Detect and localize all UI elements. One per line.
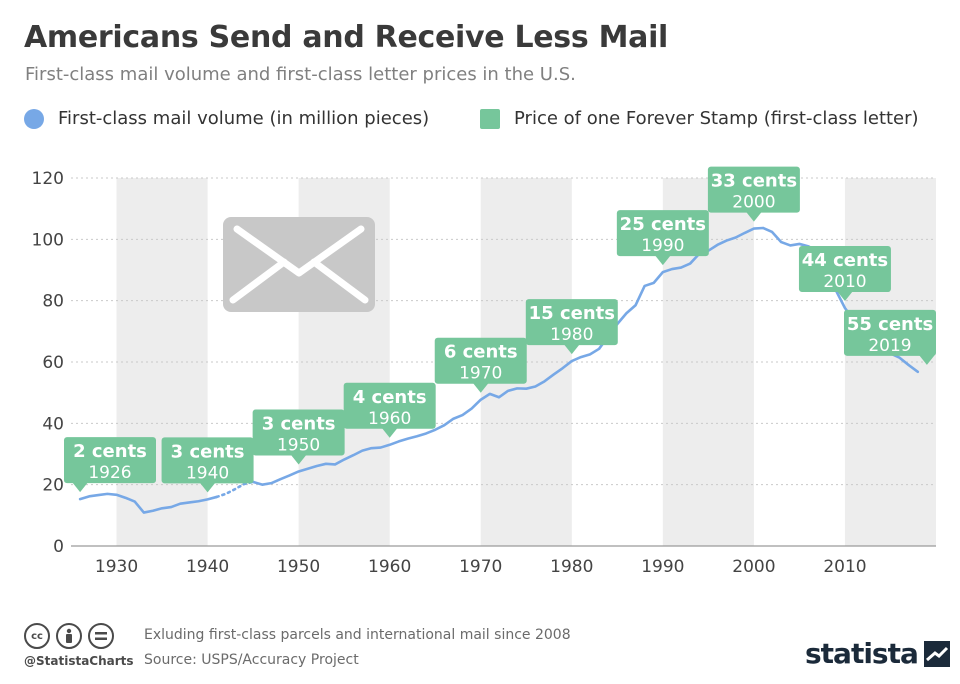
callout-year: 1980 (550, 325, 593, 345)
series-line (215, 480, 255, 499)
social-handle: @StatistaCharts (24, 654, 134, 668)
callout-box (525, 299, 618, 346)
callout-price: 15 cents (529, 303, 615, 324)
callout-pointer (836, 291, 853, 302)
no-derivatives-icon (88, 623, 114, 649)
callout-year: 2019 (868, 336, 911, 356)
chart-title: Americans Send and Receive Less Mail (24, 20, 669, 55)
legend-swatch-stamp-price (480, 108, 500, 129)
callout-pointer (654, 255, 671, 266)
y-tick-label: 40 (42, 414, 64, 434)
callout-year: 2000 (732, 193, 775, 213)
y-tick-label: 100 (32, 230, 64, 250)
mail-volume-chart: 0 20 40 60 80 100 120 1930 1940 1950 1960 1970 1980… (32, 166, 936, 577)
y-tick-label: 0 (53, 537, 64, 557)
x-tick-label: 2000 (732, 557, 775, 577)
callout-price: 44 cents (802, 250, 888, 271)
legend-label-stamp-price: Price of one Forever Stamp (first-class … (514, 108, 919, 129)
brand-name: statista (805, 637, 919, 670)
callout-year: 1940 (186, 463, 229, 483)
callout-box (798, 246, 891, 293)
legend-label-mail-volume: First-class mail volume (in million piec… (58, 108, 430, 129)
callout-box (161, 437, 254, 484)
y-tick-label: 60 (42, 353, 64, 373)
callout-price: 4 cents (353, 387, 427, 408)
footnote: Exluding first-class parcels and interna… (144, 627, 571, 643)
source-note: Source: USPS/Accuracy Project (144, 652, 359, 668)
x-tick-label: 1950 (277, 557, 320, 577)
legend-item-stamp-price: Price of one Forever Stamp (first-class … (480, 108, 919, 129)
legend-swatch-mail-volume (24, 108, 44, 129)
x-tick-label: 1960 (368, 557, 411, 577)
callout-price: 2 cents (73, 441, 147, 462)
statista-mark-icon (923, 640, 950, 667)
callout-box (64, 437, 156, 484)
cc-icon: cc (24, 623, 50, 649)
callout-pointer (745, 211, 762, 222)
callout-box (707, 166, 800, 213)
x-tick-label: 2010 (823, 557, 866, 577)
callout-pointer (72, 482, 89, 493)
callout-year: 1926 (88, 463, 131, 483)
callout-year: 1990 (641, 236, 684, 256)
callout-pointer (563, 344, 580, 355)
callout-price: 55 cents (847, 314, 933, 335)
legend-item-mail-volume: First-class mail volume (in million piec… (24, 108, 429, 129)
callout-pointer (290, 454, 307, 465)
y-tick-label: 20 (42, 476, 64, 496)
x-tick-label: 1970 (459, 557, 502, 577)
y-tick-label: 120 (32, 169, 64, 189)
callout-price: 25 cents (620, 214, 706, 235)
x-axis-labels: 1930 1940 1950 1960 1970 1980 1990 2000 2010 (95, 557, 867, 577)
y-tick-label: 80 (42, 292, 64, 312)
mail-volume-series (78, 226, 920, 514)
callout-year: 2010 (823, 272, 866, 292)
chart-subtitle: First-class mail volume and first-class … (25, 64, 576, 85)
callout-pointer (381, 427, 398, 438)
callout-price: 6 cents (444, 342, 518, 363)
x-tick-label: 1990 (641, 557, 684, 577)
callout-box (434, 337, 527, 384)
decade-band (844, 178, 936, 546)
y-axis-labels: 0 20 40 60 80 100 120 (32, 169, 64, 557)
series-line (251, 226, 920, 486)
callout-box (844, 309, 936, 356)
callout-price: 3 cents (262, 413, 336, 434)
callout-year: 1970 (459, 364, 502, 384)
series-line (78, 492, 218, 514)
callout-year: 1950 (277, 435, 320, 455)
callout-price: 3 cents (171, 441, 245, 462)
callout-year: 1960 (368, 409, 411, 429)
callout-price: 33 cents (711, 171, 797, 192)
license-icons: cc (24, 623, 120, 649)
callout-pointer (199, 482, 216, 493)
x-tick-label: 1930 (95, 557, 138, 577)
x-tick-label: 1940 (186, 557, 229, 577)
callout-pointer (918, 354, 935, 365)
callout-box (343, 382, 436, 429)
x-tick-label: 1980 (550, 557, 593, 577)
statista-logo: statista (805, 637, 950, 670)
legend: First-class mail volume (in million piec… (24, 108, 944, 140)
attribution-icon (56, 623, 82, 649)
envelope-icon (223, 217, 375, 312)
callout-box (252, 409, 345, 456)
callout-pointer (472, 382, 489, 393)
callout-box (616, 210, 709, 257)
